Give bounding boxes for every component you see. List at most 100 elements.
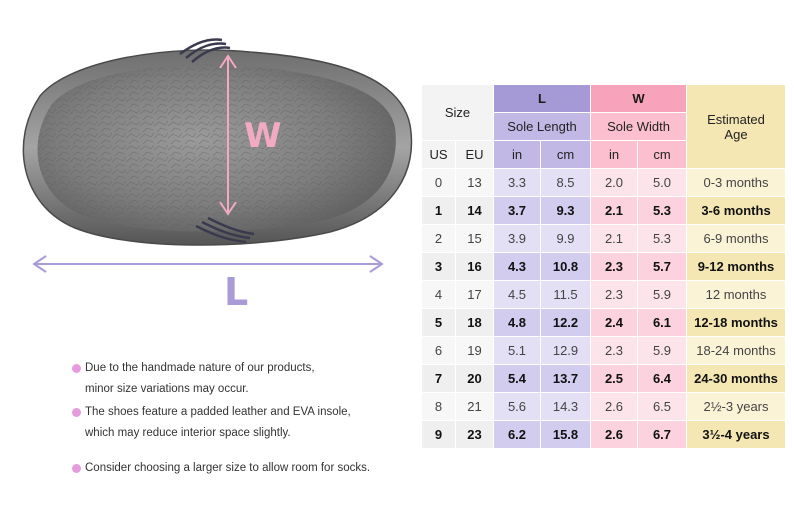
- note-line: Due to the handmade nature of our produc…: [85, 362, 315, 374]
- age-header-line: Age: [724, 126, 748, 142]
- length-cm-cell: 9.9: [540, 224, 591, 253]
- table-row: 5 18 4.8 12.2 2.4 6.1 12-18 months: [421, 308, 786, 337]
- table-row: 2 15 3.9 9.9 2.1 5.3 6-9 months: [421, 224, 786, 253]
- us-cell: 9: [421, 420, 456, 449]
- us-cell: 2: [421, 224, 456, 253]
- width-in-cell: 2.3: [590, 336, 638, 365]
- length-cm-cell: 14.3: [540, 392, 591, 421]
- length-cm-cell: 12.9: [540, 336, 591, 365]
- width-label: W: [244, 116, 282, 156]
- bullet-dot-icon: [72, 364, 81, 373]
- eu-cell: 14: [455, 196, 494, 225]
- length-in-cell: 3.3: [493, 168, 541, 197]
- eu-cell: 18: [455, 308, 494, 337]
- length-arrow: [32, 255, 384, 273]
- length-cm-cell: 13.7: [540, 364, 591, 393]
- table-row: 4 17 4.5 11.5 2.3 5.9 12 months: [421, 280, 786, 309]
- age-cell: 2½-3 years: [686, 392, 786, 421]
- age-cell: 3-6 months: [686, 196, 786, 225]
- width-in-cell: 2.3: [590, 252, 638, 281]
- eu-cell: 15: [455, 224, 494, 253]
- table-row: 0 13 3.3 8.5 2.0 5.0 0-3 months: [421, 168, 786, 197]
- note-line: Consider choosing a larger size to allow…: [85, 462, 371, 474]
- width-cm-cell: 5.7: [637, 252, 687, 281]
- width-cm-cell: 5.3: [637, 224, 687, 253]
- length-cm-cell: 15.8: [540, 420, 591, 449]
- note-item: Consider choosing a larger size to allow…: [72, 458, 402, 479]
- width-in-cell: 2.0: [590, 168, 638, 197]
- width-cm-cell: 6.1: [637, 308, 687, 337]
- width-in-header: in: [590, 140, 638, 169]
- eu-cell: 17: [455, 280, 494, 309]
- shoe-strap-top: [179, 38, 231, 63]
- age-cell: 18-24 months: [686, 336, 786, 365]
- eu-cell: 16: [455, 252, 494, 281]
- note-item: Due to the handmade nature of our produc…: [72, 358, 402, 400]
- width-cm-cell: 6.4: [637, 364, 687, 393]
- us-cell: 7: [421, 364, 456, 393]
- width-in-cell: 2.1: [590, 196, 638, 225]
- eu-cell: 20: [455, 364, 494, 393]
- eu-cell: 13: [455, 168, 494, 197]
- shoe-sole-diagram: W L: [0, 0, 420, 320]
- table-row: 8 21 5.6 14.3 2.6 6.5 2½-3 years: [421, 392, 786, 421]
- width-in-cell: 2.6: [590, 392, 638, 421]
- length-cm-cell: 8.5: [540, 168, 591, 197]
- us-cell: 0: [421, 168, 456, 197]
- table-row: 3 16 4.3 10.8 2.3 5.7 9-12 months: [421, 252, 786, 281]
- length-cm-cell: 12.2: [540, 308, 591, 337]
- width-cm-cell: 5.9: [637, 280, 687, 309]
- us-cell: 5: [421, 308, 456, 337]
- shoe-sole-illustration: [22, 38, 413, 273]
- age-cell: 3½-4 years: [686, 420, 786, 449]
- length-header: L: [493, 84, 591, 113]
- table-row: 9 23 6.2 15.8 2.6 6.7 3½-4 years: [421, 420, 786, 449]
- shoe-strap-bottom: [195, 216, 255, 244]
- width-in-cell: 2.1: [590, 224, 638, 253]
- length-in-cell: 5.4: [493, 364, 541, 393]
- length-in-cell: 4.3: [493, 252, 541, 281]
- table-body: 0 13 3.3 8.5 2.0 5.0 0-3 months 1 14 3.7 9.3 2.1 5.3…: [421, 168, 786, 449]
- age-cell: 0-3 months: [686, 168, 786, 197]
- note-line: The shoes feature a padded leather and E…: [85, 406, 351, 418]
- width-in-cell: 2.5: [590, 364, 638, 393]
- eu-cell: 21: [455, 392, 494, 421]
- size-chart-table: Size L W Estimated Age Sole Length Sole …: [421, 84, 786, 449]
- table-row: 6 19 5.1 12.9 2.3 5.9 18-24 months: [421, 336, 786, 365]
- width-cm-cell: 5.9: [637, 336, 687, 365]
- age-cell: 12-18 months: [686, 308, 786, 337]
- length-in-cell: 4.5: [493, 280, 541, 309]
- length-in-header: in: [493, 140, 541, 169]
- table-header-row: Size L W Estimated Age: [421, 84, 786, 169]
- width-in-cell: 2.3: [590, 280, 638, 309]
- age-cell: 6-9 months: [686, 224, 786, 253]
- width-in-cell: 2.6: [590, 420, 638, 449]
- bullet-dot-icon: [72, 464, 81, 473]
- us-cell: 6: [421, 336, 456, 365]
- length-in-cell: 3.9: [493, 224, 541, 253]
- us-header: US: [421, 140, 456, 169]
- sole-length-header: Sole Length: [493, 112, 591, 141]
- width-cm-cell: 5.0: [637, 168, 687, 197]
- sole-width-header: Sole Width: [590, 112, 687, 141]
- table-row: 1 14 3.7 9.3 2.1 5.3 3-6 months: [421, 196, 786, 225]
- note-line: which may reduce interior space slightly…: [85, 427, 291, 439]
- age-cell: 9-12 months: [686, 252, 786, 281]
- us-cell: 1: [421, 196, 456, 225]
- length-label: L: [224, 270, 249, 314]
- width-cm-header: cm: [637, 140, 687, 169]
- width-in-cell: 2.4: [590, 308, 638, 337]
- age-header: Estimated Age: [686, 84, 786, 169]
- length-cm-cell: 10.8: [540, 252, 591, 281]
- length-cm-cell: 11.5: [540, 280, 591, 309]
- length-in-cell: 3.7: [493, 196, 541, 225]
- length-cm-header: cm: [540, 140, 591, 169]
- table-row: 7 20 5.4 13.7 2.5 6.4 24-30 months: [421, 364, 786, 393]
- width-arrow: [219, 54, 237, 216]
- age-header-line: Estimated: [707, 111, 765, 127]
- width-cm-cell: 6.7: [637, 420, 687, 449]
- table-subheader-row: Sole Length Sole Width: [422, 112, 786, 141]
- width-cm-cell: 6.5: [637, 392, 687, 421]
- length-in-cell: 5.6: [493, 392, 541, 421]
- age-cell: 24-30 months: [686, 364, 786, 393]
